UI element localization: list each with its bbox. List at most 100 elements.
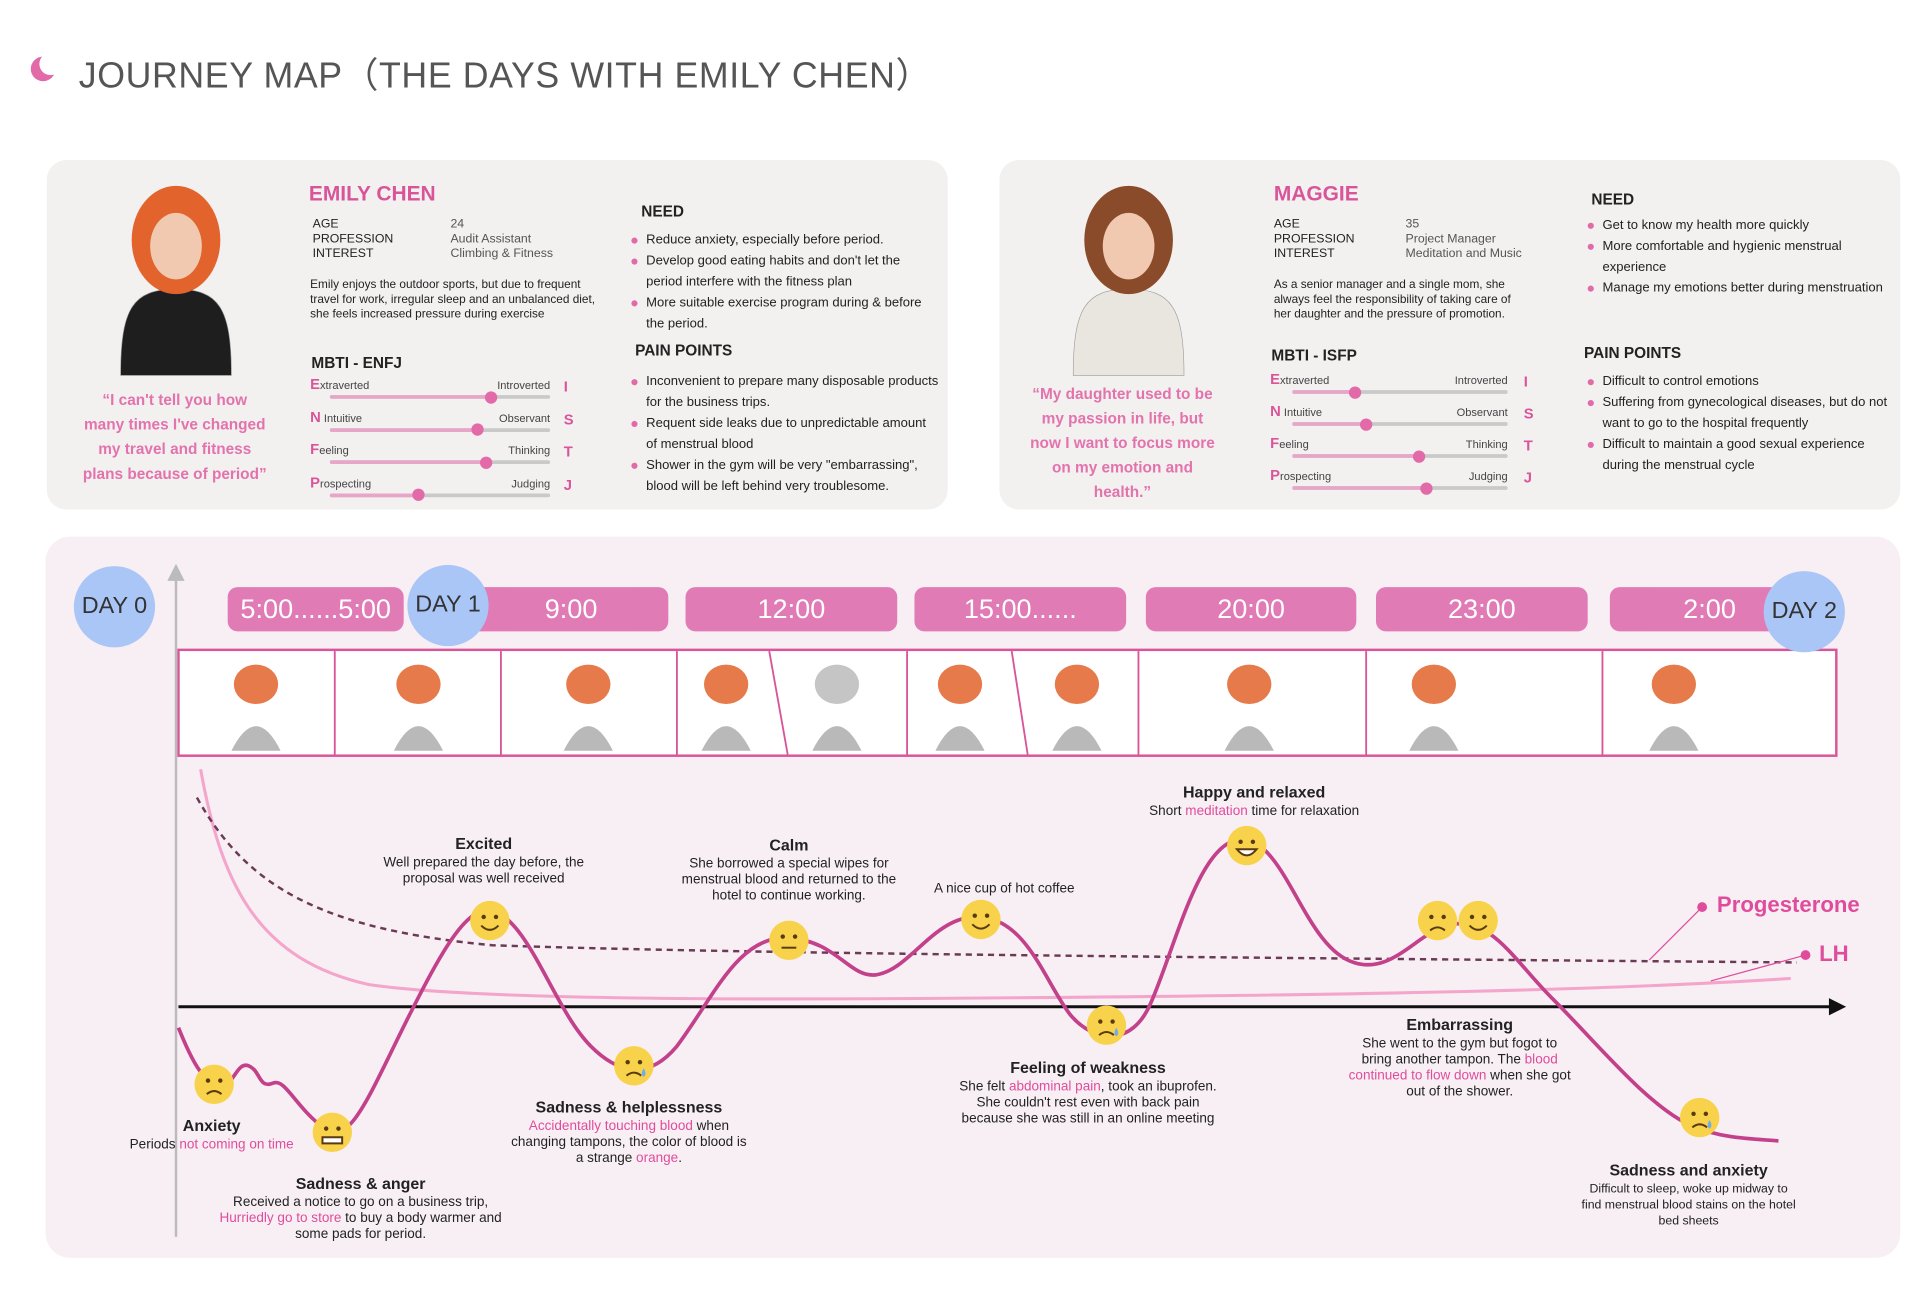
field-label: PROFESSION <box>1273 232 1355 247</box>
emoji-mouth <box>1234 848 1259 857</box>
mbti-letter: S <box>1523 404 1534 423</box>
mbti-letter: J <box>563 475 572 493</box>
stage-title: Excited <box>455 834 513 853</box>
mbti-title: MBTI - ISFP <box>1271 347 1357 365</box>
stage-desc: Received a notice to go on a business tr… <box>219 1195 502 1243</box>
stage-desc: Accidentally touching blood when changin… <box>506 1119 752 1167</box>
emoji-eye <box>1238 839 1243 845</box>
emoji <box>961 899 1001 940</box>
stage: Sadness and anxiety Difficult to sleep, w… <box>1581 1161 1796 1230</box>
mbti-letter: I <box>1523 372 1528 391</box>
day-badge: DAY 2 <box>1763 571 1845 653</box>
scene-body <box>1409 726 1459 751</box>
pain-item: Requent side leaks due to unpredictable … <box>631 414 939 456</box>
y-arrow <box>167 563 185 581</box>
emoji <box>1417 900 1458 941</box>
mbti-right: Observant <box>499 411 551 424</box>
page-title: JOURNEY MAP（THE DAYS WITH EMILY CHEN） <box>78 56 932 96</box>
scene-figure <box>703 664 749 704</box>
stage-title: Sadness & anger <box>295 1174 426 1193</box>
emoji-mouth <box>1098 1031 1115 1036</box>
time-tab: 15:00...... <box>914 587 1127 632</box>
scene-figure <box>1651 664 1696 704</box>
slider-fill <box>329 492 418 497</box>
avatar-body <box>1072 288 1185 376</box>
field-value: Meditation and Music <box>1405 247 1522 261</box>
desc-segment: Periods <box>129 1137 180 1152</box>
slider-dot <box>480 455 493 469</box>
desc-segment: Accidentally touching blood <box>528 1118 693 1134</box>
pain-title: PAIN POINTS <box>1583 344 1682 362</box>
bio: Emily enjoys the outdoor sports, but due… <box>310 278 596 322</box>
avatar-face <box>1102 212 1155 280</box>
pain-item: Suffering from gynecological diseases, b… <box>1587 393 1896 435</box>
desc-segment: to buy a body warmer and some pads for p… <box>295 1211 502 1242</box>
emoji-mouth <box>625 1071 642 1077</box>
x-arrow <box>1828 998 1847 1016</box>
bio: As a senior manager and a single mom, sh… <box>1273 278 1511 322</box>
emoji-eye <box>972 913 977 918</box>
slider-track <box>329 492 551 497</box>
emoji-mouth <box>1429 926 1446 932</box>
field-label: AGE <box>1273 217 1300 232</box>
emoji-eye <box>780 934 785 939</box>
emoji-eye <box>205 1078 211 1083</box>
emoji-tear <box>1114 1027 1119 1037</box>
stage-title: Sadness & helplessness <box>535 1097 723 1117</box>
scene-body <box>935 726 985 751</box>
mbti-letter: T <box>563 443 573 461</box>
stage-desc: A nice cup of hot coffee <box>894 881 1116 897</box>
emoji <box>470 900 510 941</box>
pain-item: Inconvenient to prepare many disposable … <box>631 372 939 414</box>
emoji <box>1679 1097 1720 1138</box>
stage-desc: Periods not coming on time <box>107 1137 316 1153</box>
slider-dot <box>1348 385 1361 399</box>
pain-item: Shower in the gym will be very "embarras… <box>631 455 939 497</box>
mbti-letter: J <box>1523 468 1532 487</box>
need-item: Develop good eating habits and don't let… <box>631 251 933 293</box>
emoji-eye <box>637 1059 643 1065</box>
stage: Embarrassing She went to the gym but fogo… <box>1346 1015 1574 1100</box>
emoji-eye <box>1098 1019 1103 1024</box>
mbti-right: Judging <box>1468 470 1508 483</box>
stage-desc: Well prepared the day before, the propos… <box>370 855 598 887</box>
progesterone-curve <box>195 796 1797 964</box>
stage-desc: She felt abdominal pain, took an ibuprof… <box>950 1079 1227 1127</box>
avatar-body <box>120 288 232 376</box>
mbti-letter: I <box>563 377 568 396</box>
emoji-eye <box>1703 1111 1709 1117</box>
desc-segment: meditation <box>1185 803 1248 819</box>
stage: Anxiety Periods not coming on time <box>107 1116 316 1153</box>
mbti-left: Prospecting <box>1270 466 1332 484</box>
mbti-right: Introverted <box>1454 374 1508 387</box>
emoji-eye <box>481 914 486 920</box>
hormone-label: LH <box>1819 941 1849 967</box>
desc-segment: when changing tampons, the color of bloo… <box>511 1118 747 1166</box>
emoji <box>194 1064 234 1104</box>
slider-track <box>1292 390 1508 394</box>
mbti-left: N Intuitive <box>310 407 363 426</box>
mbti-right: Judging <box>511 476 551 490</box>
mbti-right: Introverted <box>497 379 551 392</box>
field-value: Project Manager <box>1405 232 1496 247</box>
day-badge: DAY 0 <box>73 566 156 648</box>
desc-segment: blood continued to flow down <box>1348 1052 1558 1084</box>
emoji-eye <box>493 914 499 920</box>
desc-segment: time for relaxation <box>1247 803 1360 819</box>
desc-segment: abdominal pain <box>1008 1079 1101 1095</box>
slider-dot <box>484 390 497 404</box>
mbti-right: Thinking <box>1465 438 1508 451</box>
emoji-eye <box>1429 914 1434 920</box>
need-item: More suitable exercise program during & … <box>631 293 933 335</box>
scene-divider <box>1010 650 1029 755</box>
slider-dot <box>1359 417 1372 431</box>
scene-body <box>1649 726 1699 751</box>
stage-desc: Short meditation time for relaxation <box>1119 804 1390 820</box>
stage-title: Feeling of weakness <box>1010 1058 1166 1077</box>
field-value: Climbing & Fitness <box>450 247 554 261</box>
scene-figure <box>1227 664 1272 704</box>
scene-figure <box>1411 664 1456 704</box>
stage-desc: She went to the gym but fogot to bring a… <box>1346 1036 1574 1100</box>
